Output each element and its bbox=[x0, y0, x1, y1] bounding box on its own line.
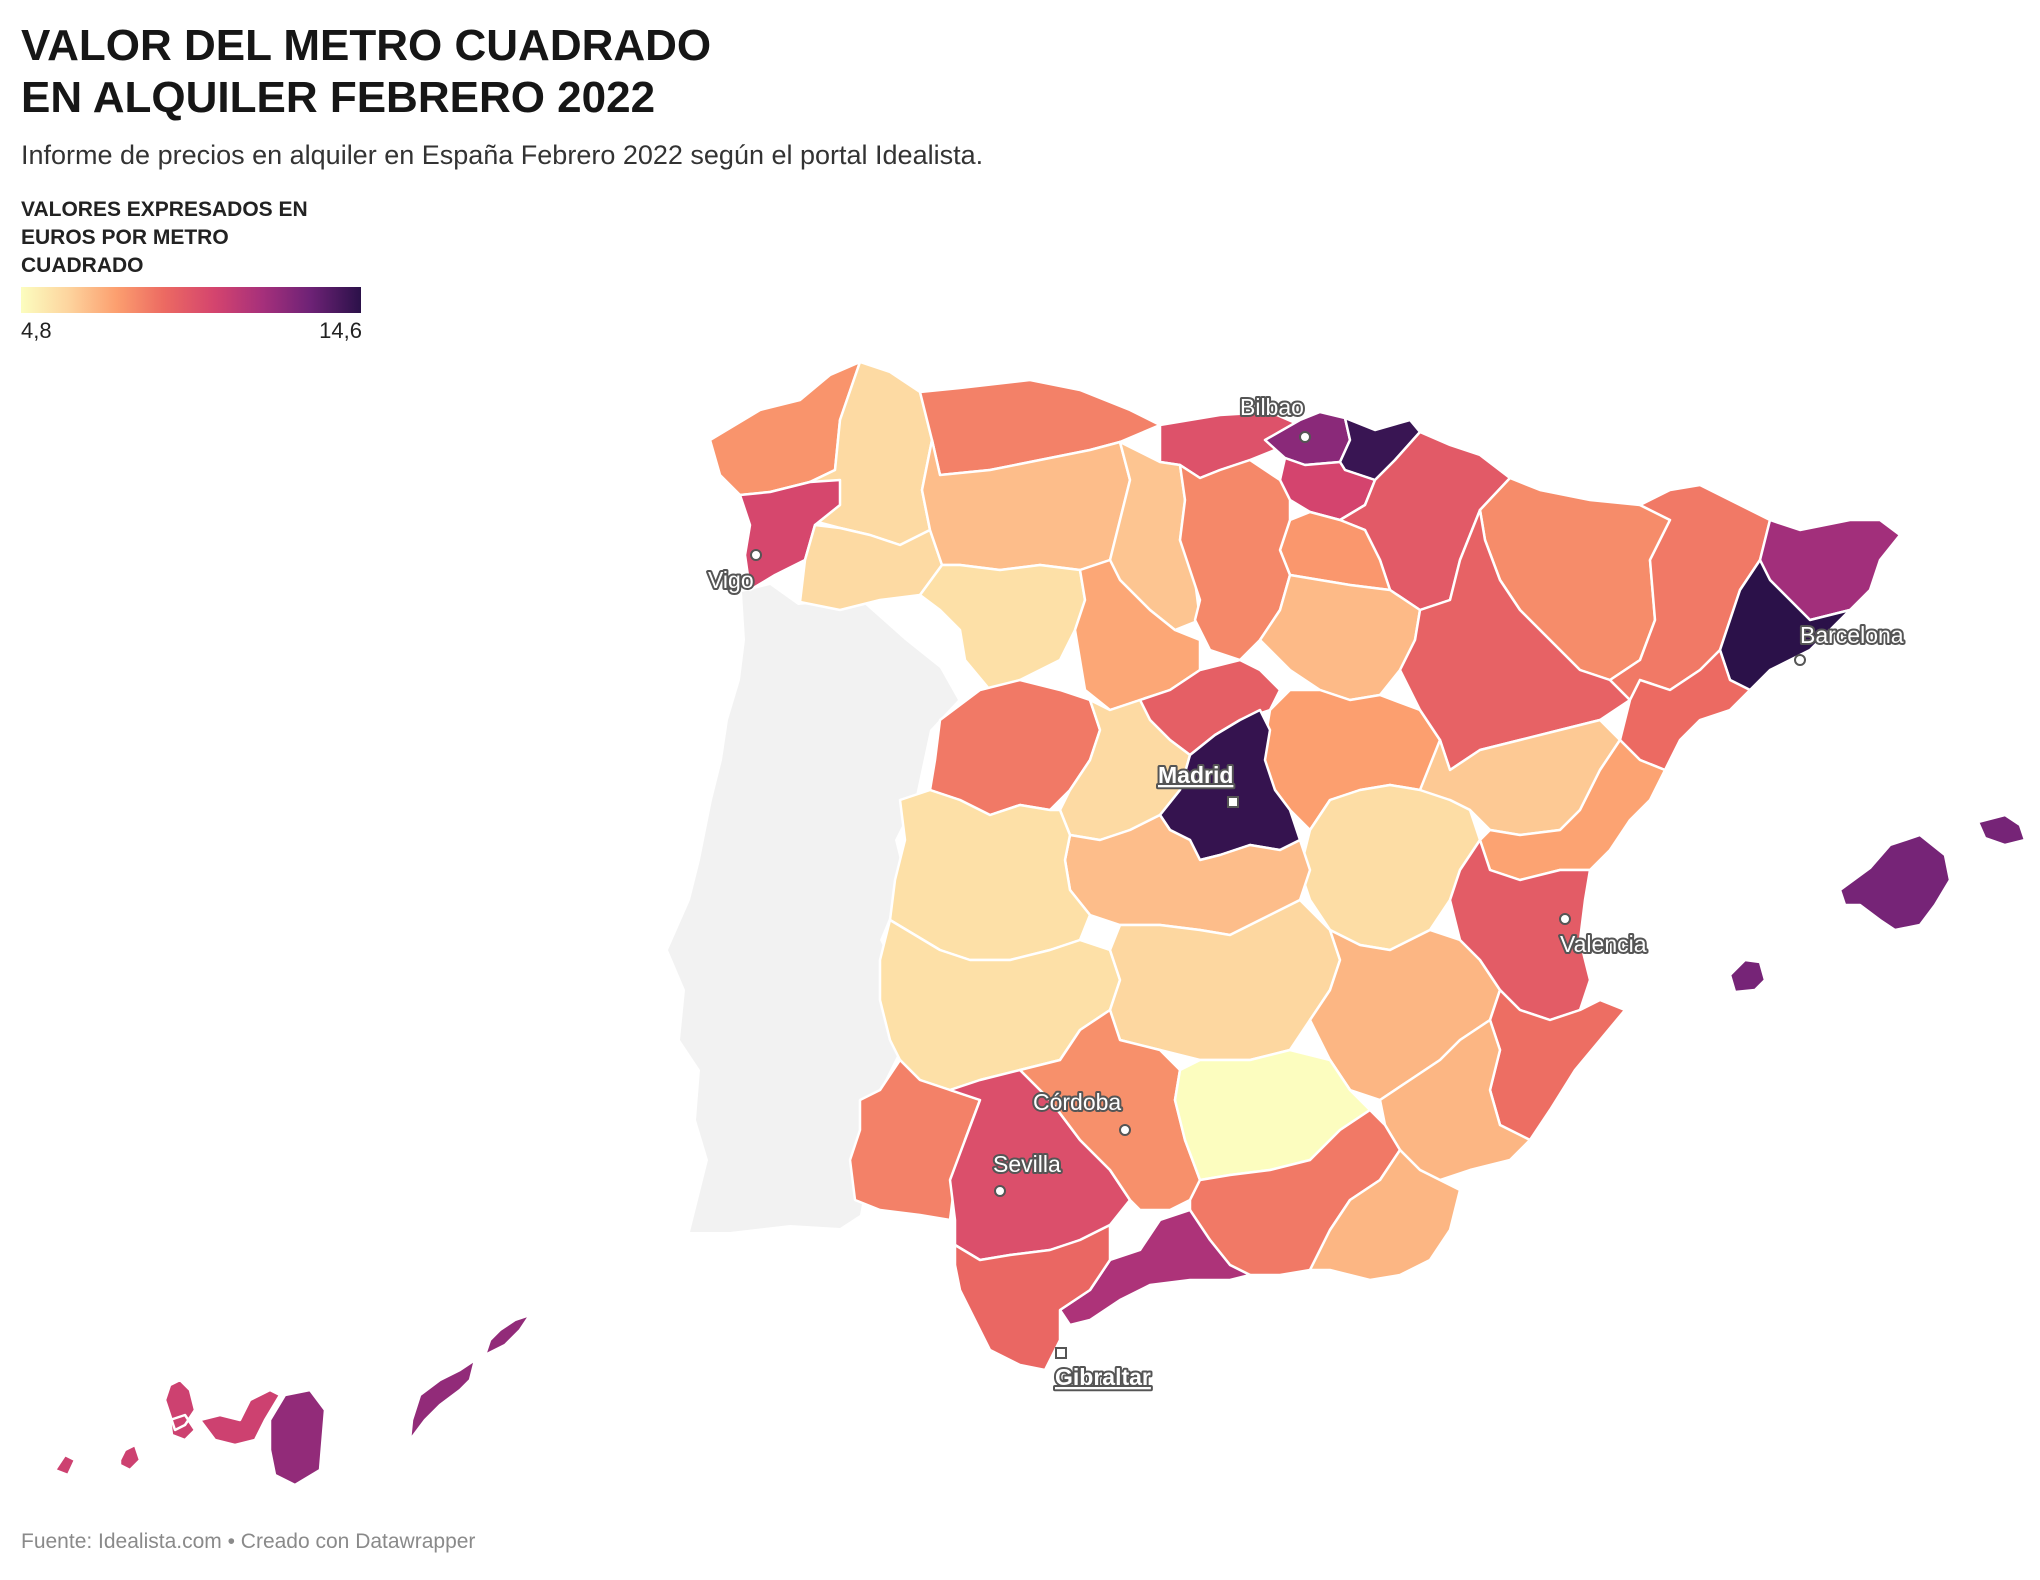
source-footer: Fuente: Idealista.com • Creado con Dataw… bbox=[21, 1530, 476, 1553]
province-valencia bbox=[1448, 838, 1592, 1022]
city-marker-cordoba bbox=[1119, 1124, 1131, 1136]
legend-color-bar bbox=[21, 287, 361, 313]
province-barcelona bbox=[1718, 558, 1852, 692]
province-toledo bbox=[1063, 813, 1312, 937]
city-marker-madrid bbox=[1227, 796, 1239, 808]
legend-max-label: 14,6 bbox=[319, 318, 362, 343]
chart-title: VALOR DEL METRO CUADRADO EN ALQUILER FEB… bbox=[21, 21, 712, 122]
province-ourense bbox=[798, 523, 944, 612]
province-menorca bbox=[1976, 813, 2027, 847]
city-marker-barcelona bbox=[1794, 654, 1806, 666]
province-almeria bbox=[1308, 1148, 1462, 1282]
provinces-layer bbox=[53, 360, 2027, 1487]
city-label-valencia: Valencia bbox=[1560, 931, 1647, 957]
city-marker-sevilla bbox=[994, 1185, 1006, 1197]
province-caceres bbox=[888, 788, 1092, 962]
city-label-bilbao: Bilbao bbox=[1240, 394, 1304, 420]
province-ibiza bbox=[1728, 958, 1767, 994]
city-markers-layer bbox=[750, 431, 1806, 1359]
city-label-cordoba: Córdoba bbox=[1033, 1089, 1121, 1115]
city-label-vigo: Vigo bbox=[708, 567, 754, 593]
city-labels-layer: Bilbao Vigo Barcelona Madrid Valencia Có… bbox=[706, 392, 1906, 1392]
city-marker-gibraltar bbox=[1055, 1347, 1067, 1359]
province-las-palmas bbox=[268, 1313, 532, 1487]
province-mallorca bbox=[1838, 833, 1952, 932]
city-marker-vigo bbox=[750, 549, 762, 561]
city-marker-valencia bbox=[1559, 913, 1571, 925]
city-label-barcelona: Barcelona bbox=[1800, 622, 1904, 648]
city-label-gibraltar: Gibraltar bbox=[1055, 1364, 1151, 1390]
city-label-sevilla: Sevilla bbox=[993, 1151, 1061, 1177]
city-marker-bilbao bbox=[1299, 431, 1311, 443]
portugal-shape bbox=[668, 585, 958, 1232]
province-sc-tenerife bbox=[53, 1378, 282, 1477]
chart-subtitle: Informe de precios en alquiler en España… bbox=[21, 140, 984, 170]
province-cadiz bbox=[953, 1223, 1112, 1372]
city-label-madrid: Madrid bbox=[1158, 762, 1233, 788]
province-malaga bbox=[1058, 1208, 1252, 1327]
legend-title: VALORES EXPRESADOS EN EUROS POR METRO CU… bbox=[21, 198, 308, 277]
province-zamora bbox=[918, 563, 1087, 692]
legend-min-label: 4,8 bbox=[21, 318, 52, 343]
province-soria bbox=[1258, 573, 1422, 702]
